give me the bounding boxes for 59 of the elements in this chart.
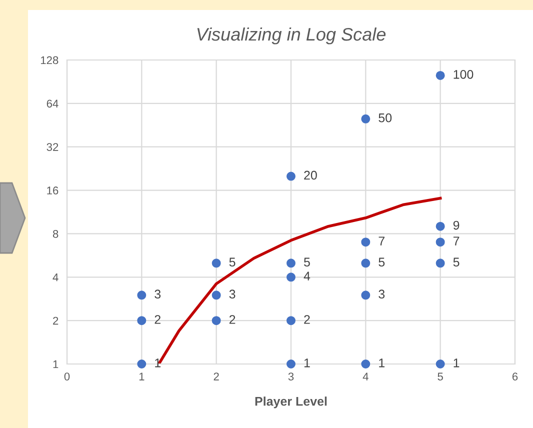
- y-tick-label: 64: [46, 100, 58, 108]
- point: [212, 290, 221, 300]
- x-tick-label: 4: [362, 372, 368, 380]
- point: [361, 290, 370, 300]
- point: [286, 360, 296, 368]
- data-label: 2: [304, 315, 310, 324]
- point: [361, 114, 370, 124]
- point: [286, 316, 296, 326]
- x-tick-label: 2: [214, 372, 219, 380]
- data-label: 20: [304, 170, 317, 180]
- point: [137, 360, 146, 368]
- y-tick-label: 128: [40, 56, 58, 64]
- point: [436, 238, 445, 247]
- data-label: 3: [154, 290, 161, 299]
- y-tick-label: 8: [52, 230, 58, 238]
- data-label: 1: [155, 358, 161, 368]
- point: [137, 290, 146, 300]
- data-label: 1: [304, 358, 310, 368]
- y-tick-label: 1: [53, 360, 58, 368]
- data-label: 9: [453, 220, 460, 230]
- point: [361, 360, 370, 368]
- point: [286, 258, 296, 268]
- data-label: 5: [229, 258, 236, 267]
- data-label: 3: [229, 290, 236, 299]
- y-tick-label: 4: [52, 274, 58, 282]
- point: [436, 258, 445, 268]
- point: [212, 258, 221, 268]
- x-tick-label: 5: [438, 372, 443, 380]
- point: [436, 70, 445, 80]
- y-tick-label: 2: [53, 316, 58, 325]
- point: [361, 238, 370, 247]
- x-tick-label: 6: [512, 372, 518, 380]
- x-axis-title: Player Level: [255, 396, 327, 408]
- data-label: 50: [378, 113, 392, 122]
- x-tick-label: 3: [288, 372, 294, 380]
- data-label: 2: [229, 315, 236, 324]
- point: [212, 316, 221, 326]
- y-tick-label: 32: [46, 143, 58, 151]
- data-label: 100: [454, 70, 474, 79]
- data-label: 5: [378, 258, 385, 267]
- data-label: 4: [304, 272, 310, 280]
- x-tick-label: 0: [64, 372, 70, 380]
- point: [436, 360, 445, 368]
- data-label: 2: [154, 315, 160, 324]
- point: [137, 316, 146, 326]
- data-label: 1: [454, 358, 460, 368]
- data-label: 3: [378, 290, 385, 299]
- point: [436, 222, 445, 231]
- point: [286, 272, 296, 282]
- x-tick-label: 1: [139, 372, 144, 380]
- data-label: 1: [379, 358, 385, 368]
- chart-title: Visualizing in Log Scale: [197, 27, 386, 44]
- data-label: 7: [378, 236, 384, 246]
- data-label: 5: [453, 258, 460, 267]
- data-label: 5: [304, 258, 310, 267]
- point: [286, 172, 296, 181]
- y-tick-label: 16: [47, 186, 58, 194]
- point: [361, 258, 370, 268]
- data-label: 7: [453, 236, 460, 246]
